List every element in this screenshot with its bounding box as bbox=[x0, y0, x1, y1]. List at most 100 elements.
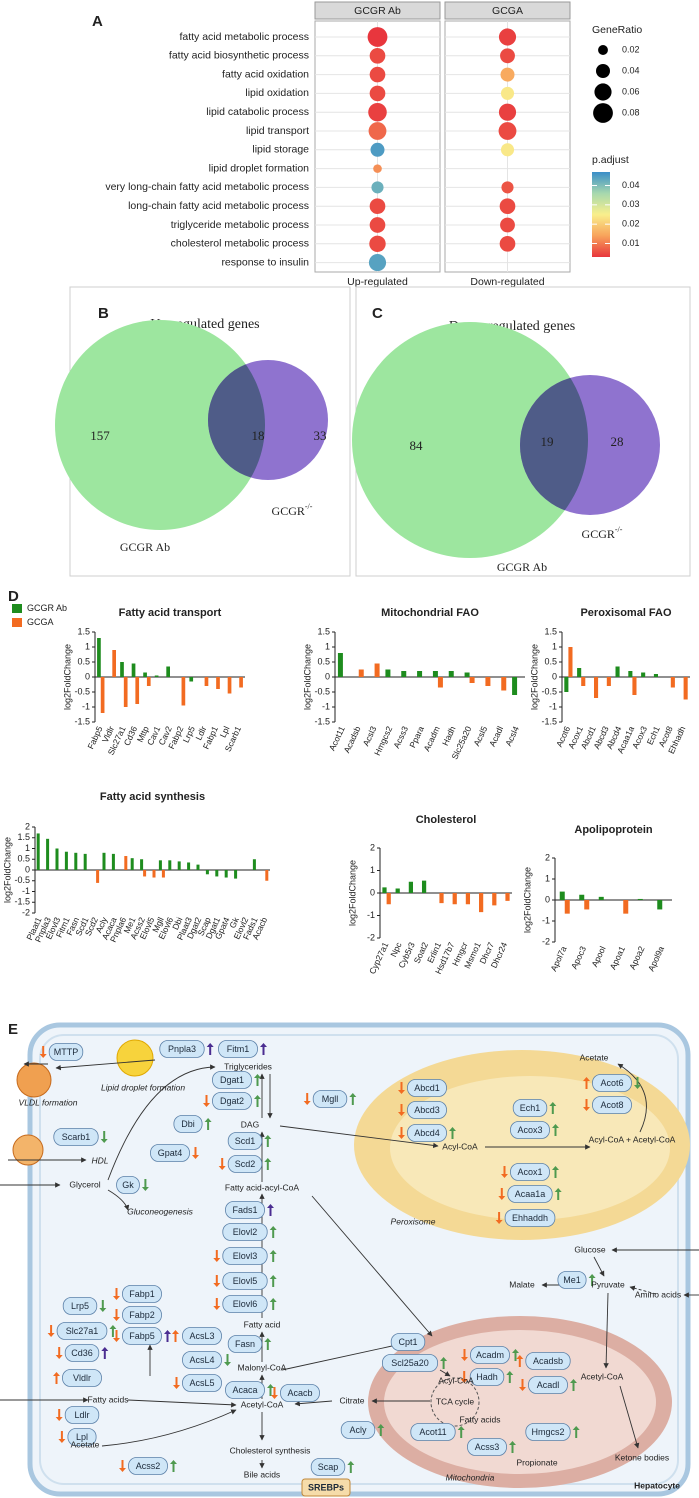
dot bbox=[368, 254, 387, 272]
bar bbox=[83, 853, 87, 870]
gene-label: Ech1 bbox=[520, 1103, 541, 1113]
bar bbox=[417, 671, 423, 677]
y-tick-label: long-chain fatty acid metabolic process bbox=[128, 200, 309, 212]
diagram-label: Cholesterol synthesis bbox=[230, 1445, 311, 1455]
regulation-arrowhead bbox=[141, 1187, 149, 1191]
dot bbox=[368, 122, 387, 140]
set-sup: -/- bbox=[615, 525, 623, 534]
legend-title: GeneRatio bbox=[592, 24, 642, 36]
bar bbox=[55, 848, 59, 870]
diagram-label: Acetyl-CoA bbox=[241, 1399, 284, 1409]
x-tick-label: Apoc3 bbox=[569, 944, 588, 970]
gene-label: Acadsb bbox=[533, 1356, 563, 1366]
regulation-arrowhead bbox=[460, 1379, 468, 1383]
facet-label: GCGA bbox=[492, 5, 523, 17]
y-tick-label: -2 bbox=[22, 907, 30, 917]
venn-set bbox=[352, 322, 588, 558]
gene-label: Acox1 bbox=[517, 1167, 542, 1177]
panel-letter: D bbox=[8, 588, 19, 605]
venn-set-label: GCGR Ab bbox=[497, 560, 547, 574]
bar bbox=[196, 864, 200, 870]
regulation-arrowhead bbox=[213, 1306, 221, 1310]
gene-label: Dgat2 bbox=[220, 1096, 244, 1106]
gene-box bbox=[212, 1092, 252, 1110]
x-tick-label: Apol7a bbox=[548, 944, 568, 972]
connector bbox=[55, 1059, 156, 1071]
regulation-arrowhead bbox=[519, 1387, 526, 1391]
bar bbox=[386, 893, 391, 905]
gene-box bbox=[225, 1381, 265, 1399]
diagram-label: Amino acids bbox=[635, 1289, 681, 1299]
venn-set-label: GCGR Ab bbox=[120, 540, 170, 554]
regulation-arrowhead bbox=[260, 1043, 267, 1047]
gene-label: Acly bbox=[349, 1425, 367, 1435]
x-tick-label: Up-regulated bbox=[347, 276, 408, 288]
bar bbox=[102, 852, 106, 870]
gene-label: Acss3 bbox=[475, 1442, 500, 1452]
y-tick-label: 0 bbox=[552, 671, 557, 681]
diagram-label: Mitochondria bbox=[446, 1472, 495, 1482]
y-tick-label: 0.5 bbox=[77, 656, 90, 666]
gene-box bbox=[504, 1209, 556, 1227]
diagram-label: Bile acids bbox=[244, 1469, 280, 1479]
bar bbox=[100, 677, 105, 713]
gene-box bbox=[592, 1074, 632, 1092]
facet-label: GCGR Ab bbox=[354, 5, 401, 17]
dot bbox=[369, 66, 386, 83]
regulation-arrowhead bbox=[457, 1426, 465, 1430]
gene-label: Acot8 bbox=[600, 1100, 623, 1110]
bar bbox=[204, 677, 209, 686]
bar bbox=[670, 677, 675, 688]
regulation-arrowhead bbox=[449, 1127, 456, 1131]
venn-set bbox=[55, 320, 265, 530]
gene-label: Ehhaddh bbox=[512, 1213, 548, 1223]
gene-label: Fabp5 bbox=[129, 1331, 155, 1341]
y-tick-label: 0.5 bbox=[317, 656, 330, 666]
y-tick-label: lipid droplet formation bbox=[209, 162, 310, 174]
x-tick-label: Apool bbox=[589, 944, 607, 968]
dot bbox=[500, 67, 515, 82]
gene-box bbox=[122, 1285, 162, 1303]
gene-box bbox=[53, 1128, 99, 1146]
dot bbox=[500, 143, 515, 157]
bar bbox=[74, 852, 78, 870]
regulation-arrowhead bbox=[264, 1338, 272, 1342]
regulation-arrowhead bbox=[213, 1283, 221, 1287]
bar bbox=[224, 870, 228, 878]
bar bbox=[239, 677, 243, 688]
panel-letter: E bbox=[8, 1021, 18, 1038]
diagram-label: Acyl-CoA bbox=[442, 1141, 478, 1151]
panel-letter: C bbox=[372, 305, 383, 322]
y-tick-label: fatty acid biosynthetic process bbox=[169, 50, 309, 62]
bar bbox=[653, 674, 658, 677]
bar bbox=[584, 900, 590, 910]
panel-title: Mitochondrial FAO bbox=[381, 607, 479, 619]
gene-box bbox=[128, 1457, 168, 1475]
bar bbox=[439, 893, 444, 904]
gene-box bbox=[470, 1346, 510, 1364]
regulation-arrowhead bbox=[588, 1274, 596, 1278]
bar bbox=[234, 870, 238, 879]
y-tick-label: -1.5 bbox=[314, 716, 330, 726]
gene-box bbox=[182, 1351, 222, 1369]
y-tick-label: 1 bbox=[85, 641, 90, 651]
regulation-arrowhead bbox=[113, 1338, 120, 1342]
gene-label: Hmgcs2 bbox=[531, 1427, 564, 1437]
bar bbox=[568, 647, 573, 677]
y-tick-label: 0 bbox=[325, 671, 330, 681]
regulation-arrowhead bbox=[498, 1196, 506, 1200]
gene-label: Elovl5 bbox=[233, 1276, 258, 1286]
bar bbox=[124, 856, 128, 870]
gene-box bbox=[218, 1040, 258, 1058]
regulation-arrowhead bbox=[269, 1298, 277, 1302]
set-name: GCGR Ab bbox=[497, 560, 547, 574]
diagram-label: Gluconeogenesis bbox=[127, 1206, 193, 1216]
regulation-arrowhead bbox=[203, 1103, 210, 1107]
regulation-arrowhead bbox=[570, 1379, 577, 1383]
bar bbox=[131, 663, 136, 677]
y-tick-label: lipid oxidation bbox=[245, 87, 309, 99]
x-tick-label: Apoa1 bbox=[608, 944, 628, 971]
panel-title: Cholesterol bbox=[416, 814, 477, 826]
dot bbox=[369, 85, 386, 102]
bar bbox=[501, 677, 507, 691]
